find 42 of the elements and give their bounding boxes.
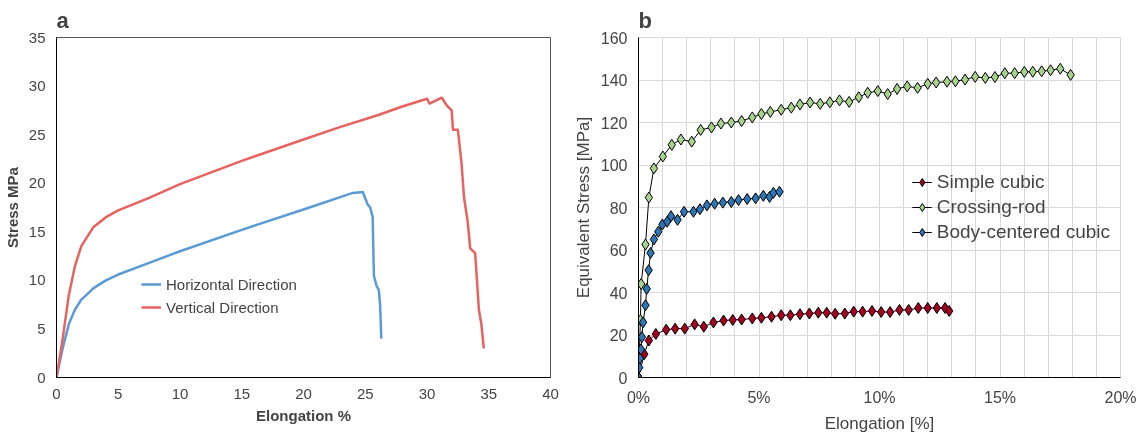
x-tick-label: 15% [983, 388, 1017, 406]
y-tick-label: 35 [28, 28, 46, 46]
x-tick-label: 10% [863, 388, 896, 406]
y-tick-label: 20 [28, 174, 46, 192]
x-tick-label: 5% [747, 388, 771, 406]
y-tick-label: 10 [28, 271, 46, 289]
x-tick-label: 15 [233, 384, 251, 402]
x-axis-title: Elongation % [256, 406, 351, 424]
y-tick-label: 60 [609, 242, 628, 259]
x-tick-label: 35 [480, 384, 498, 402]
legend-label: Crossing-rod [936, 196, 1046, 218]
y-tick-label: 140 [600, 72, 628, 89]
x-tick-label: 40 [542, 384, 559, 402]
x-axis-title: Elongation [%] [824, 413, 935, 433]
x-tick-label: 0 [52, 384, 61, 402]
y-tick-label: 0 [618, 369, 628, 387]
x-tick-label: 5 [114, 384, 123, 402]
x-tick-label: 20% [1104, 388, 1137, 406]
legend-label: Simple cubic [936, 171, 1045, 193]
y-tick-label: 120 [600, 114, 628, 132]
chart-title: a [56, 7, 70, 33]
y-tick-label: 40 [609, 284, 628, 302]
y-tick-label: 160 [600, 29, 628, 47]
chart-title: b [638, 7, 652, 33]
legend-label: Vertical Direction [166, 298, 279, 316]
y-tick-label: 80 [609, 199, 628, 217]
x-tick-label: 0% [626, 388, 651, 406]
x-tick-label: 20 [295, 384, 312, 402]
y-axis-title: Equivalent Stress [MPa] [573, 116, 593, 299]
y-axis-title: Stress MPa [3, 166, 21, 248]
x-tick-label: 25 [356, 384, 374, 402]
legend-label: Body-centered cubic [936, 221, 1110, 243]
legend-label: Horizontal Direction [166, 275, 297, 293]
y-tick-label: 30 [28, 77, 46, 95]
x-tick-label: 10 [171, 384, 189, 402]
y-tick-label: 20 [609, 327, 628, 344]
y-tick-label: 25 [28, 125, 46, 143]
y-tick-label: 5 [37, 319, 46, 337]
y-tick-label: 100 [600, 157, 628, 174]
y-tick-label: 0 [37, 368, 46, 386]
y-tick-label: 15 [28, 222, 46, 240]
x-tick-label: 30 [418, 384, 436, 402]
